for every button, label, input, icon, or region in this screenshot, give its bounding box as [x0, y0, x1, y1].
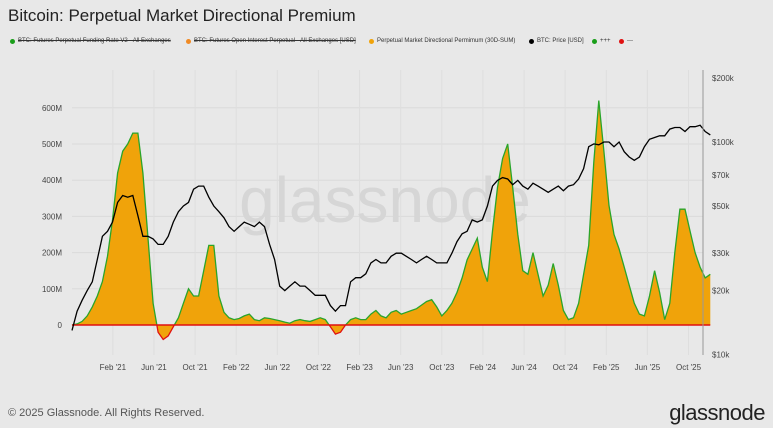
x-tick-label: Oct '23	[429, 363, 455, 372]
legend-item-positive[interactable]: +++	[592, 38, 611, 44]
watermark: glassnode	[239, 164, 531, 236]
legend-label: +++	[600, 38, 611, 44]
copyright-footer: © 2025 Glassnode. All Rights Reserved.	[8, 407, 205, 419]
left-tick-label: 100M	[42, 285, 62, 294]
right-tick-label: $100k	[712, 138, 735, 147]
right-tick-label: $200k	[712, 74, 735, 83]
premium-line-positive	[71, 100, 711, 325]
legend-label: ---	[627, 38, 633, 44]
legend-dot-icon	[369, 38, 374, 44]
legend-dot-icon	[529, 38, 534, 44]
x-tick-label: Feb '25	[593, 363, 620, 372]
x-tick-label: Feb '23	[346, 363, 373, 372]
legend-label: BTC: Price [USD]	[537, 38, 584, 44]
x-tick-label: Oct '25	[676, 363, 702, 372]
axes: 0 100M 200M 300M 400M 500M 600M Feb '21 Jun '21 O…	[42, 70, 735, 372]
legend-item-open-interest[interactable]: BTC: Futures Open Interest Perpetual - A…	[186, 38, 356, 44]
left-tick-label: 400M	[42, 176, 62, 185]
right-tick-label: $20k	[712, 287, 730, 296]
x-tick-label: Jun '25	[635, 363, 661, 372]
x-tick-label: Oct '21	[183, 363, 209, 372]
legend-item-funding-rate[interactable]: BTC: Futures Perpetual Funding Rate V2 -…	[10, 38, 171, 44]
x-tick-label: Oct '22	[306, 363, 332, 372]
chart-title: Bitcoin: Perpetual Market Directional Pr…	[8, 6, 356, 25]
left-tick-label: 300M	[42, 212, 62, 221]
x-tick-label: Jun '21	[141, 363, 167, 372]
legend-label: BTC: Futures Perpetual Funding Rate V2 -…	[18, 38, 171, 44]
price-line	[71, 124, 711, 331]
x-tick-label: Jun '23	[388, 363, 414, 372]
legend-dot-icon	[592, 38, 597, 44]
legend-dot-icon	[10, 38, 15, 44]
x-tick-label: Jun '24	[511, 363, 537, 372]
left-tick-label: 200M	[42, 249, 62, 258]
glassnode-logo[interactable]: glassnode	[669, 400, 765, 425]
legend-label: BTC: Futures Open Interest Perpetual - A…	[194, 38, 356, 44]
plot-area	[71, 100, 711, 341]
right-tick-label: $30k	[712, 249, 730, 258]
x-tick-label: Feb '21	[100, 363, 127, 372]
right-tick-label: $50k	[712, 202, 730, 211]
x-tick-label: Jun '22	[265, 363, 291, 372]
left-tick-label: 500M	[42, 140, 62, 149]
x-tick-label: Oct '24	[553, 363, 579, 372]
left-tick-label: 600M	[42, 104, 62, 113]
chart-svg: glassnode 0 100M 200M 300M 400M 500M 600M Feb '…	[42, 70, 735, 372]
right-tick-label: $70k	[712, 171, 730, 180]
x-tick-label: Feb '24	[470, 363, 497, 372]
right-tick-label: $10k	[712, 351, 730, 360]
x-tick-label: Feb '22	[223, 363, 250, 372]
legend-item-negative[interactable]: ---	[619, 38, 633, 44]
legend-dot-icon	[186, 38, 191, 44]
legend-item-price[interactable]: BTC: Price [USD]	[529, 38, 584, 44]
left-tick-label: 0	[58, 321, 63, 330]
legend-label: Perpetual Market Directional Permimum (3…	[377, 38, 516, 44]
premium-area	[72, 100, 711, 340]
legend-item-premium[interactable]: Perpetual Market Directional Permimum (3…	[369, 38, 515, 44]
legend-dot-icon	[619, 38, 624, 44]
